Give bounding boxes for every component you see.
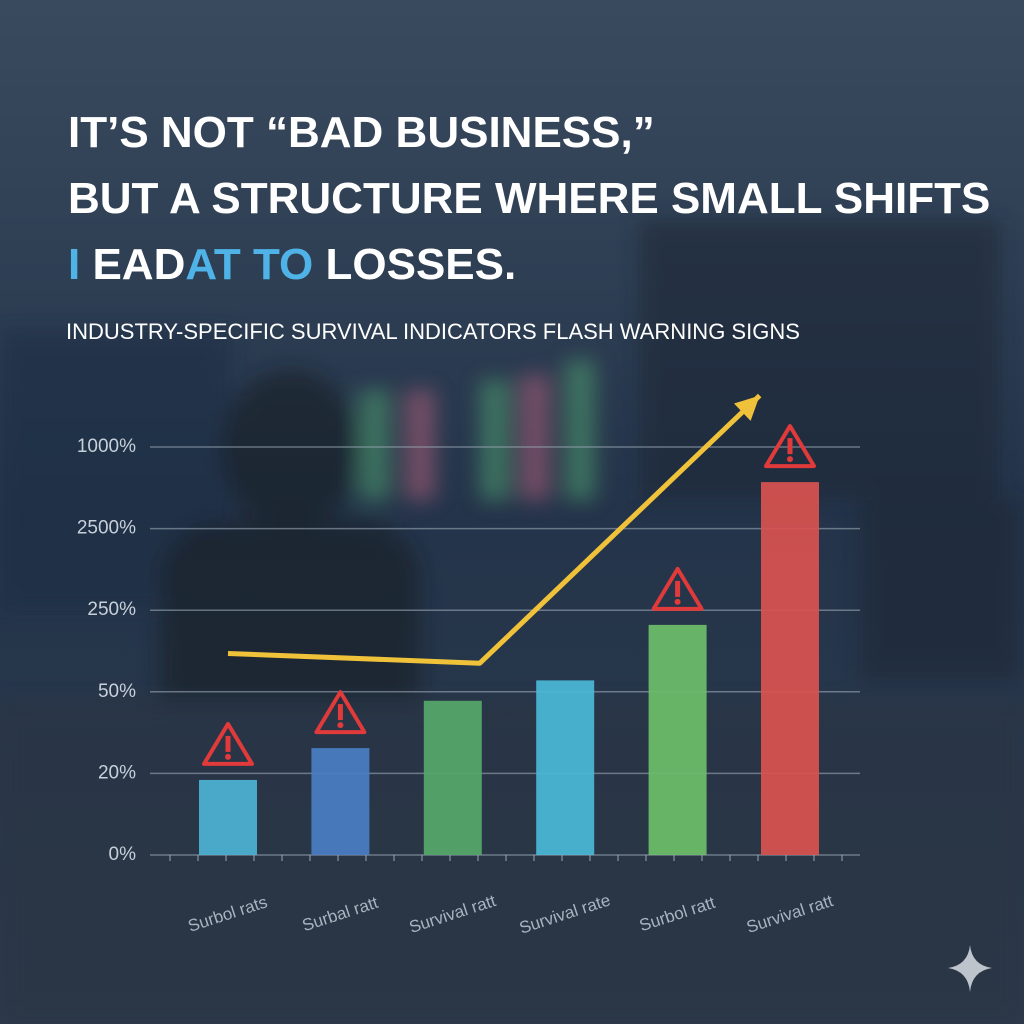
y-tick-label: 50% xyxy=(98,681,136,702)
title-line: I EADAT TO LOSSES. xyxy=(68,240,516,289)
bar xyxy=(199,779,257,855)
y-tick-label: 1000% xyxy=(77,436,136,457)
title-segment: AT TO xyxy=(185,240,313,289)
trend-line xyxy=(227,393,762,666)
trend-arrowhead xyxy=(734,395,760,421)
bar xyxy=(761,482,819,855)
warning-triangle xyxy=(314,690,367,735)
warning-dot xyxy=(337,722,344,729)
title-segment: EAD xyxy=(92,240,185,289)
bar xyxy=(423,700,482,855)
title-line: IT’S NOT “BAD BUSINESS,” xyxy=(68,108,655,157)
y-tick-label: 250% xyxy=(87,599,136,620)
title-segment: I xyxy=(68,240,92,289)
warning-bar xyxy=(787,438,793,455)
warning-icon xyxy=(764,424,816,469)
warning-dot xyxy=(225,753,231,760)
title-line: BUT A STRUCTURE WHERE SMALL SHIFTS xyxy=(68,174,990,223)
warning-triangle xyxy=(202,721,254,766)
warning-triangle xyxy=(651,566,704,611)
y-tick-label: 20% xyxy=(98,762,136,783)
warning-icon xyxy=(651,566,704,611)
warning-bar xyxy=(225,735,231,752)
warning-triangle xyxy=(764,424,816,469)
warning-dot xyxy=(674,598,681,605)
bar xyxy=(311,748,370,855)
warning-icon xyxy=(314,690,367,735)
title-segment: IT’S NOT “BAD BUSINESS,” xyxy=(68,108,655,157)
subtitle: INDUSTRY-SPECIFIC SURVIVAL INDICATORS FL… xyxy=(66,319,800,344)
y-tick-label: 2500% xyxy=(77,518,136,539)
bar xyxy=(648,624,707,855)
warning-icon xyxy=(202,721,254,766)
title-segment: BUT A STRUCTURE WHERE SMALL SHIFTS xyxy=(68,174,990,223)
warning-bar xyxy=(675,580,681,597)
y-tick-label: 0% xyxy=(109,844,137,865)
sparkle-icon xyxy=(948,945,992,992)
warning-dot xyxy=(787,456,793,463)
title-segment: LOSSES. xyxy=(313,240,516,289)
bar xyxy=(536,680,595,855)
warning-bar xyxy=(337,704,343,721)
